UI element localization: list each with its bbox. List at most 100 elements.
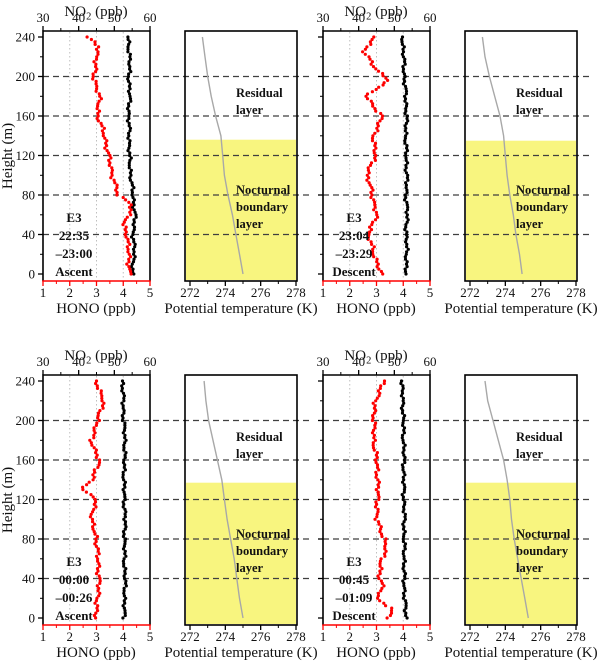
theta-axis-title: Potential temperature (K) [164,645,317,661]
theta-tick-label: 278 [566,629,586,644]
hono-tick-labels: 1 2 3 4 5 [320,281,434,300]
hono-axis-title: HONO (ppb) [336,301,416,317]
theta-tick-label: 274 [216,285,236,300]
temp-plot-frame [464,30,578,282]
nbl-layer-text: boundary [516,200,569,214]
flight-annotation-line: Ascent [55,608,93,623]
no2-tick-label: 40 [72,354,85,369]
height-tick-labels: 0 40 80 120 160 200 240 [16,30,43,282]
height-tick-label: 40 [22,571,35,586]
flight-annotation-line: –00:26 [55,590,93,605]
no2-axis-title: NO2 (ppb) [64,4,127,23]
no2-tick-label: 60 [144,10,157,25]
flight-annotation: E3 22:35 –23:00 Ascent [55,210,94,279]
theta-tick-label: 272 [180,285,200,300]
hono-axis-title: HONO (ppb) [336,645,416,661]
no2-tick-label: 50 [388,354,401,369]
residual-layer-text: layer [516,447,544,461]
residual-layer-text: Residual [516,86,563,100]
hono-axis-title: HONO (ppb) [56,301,136,317]
residual-layer-text: layer [236,447,264,461]
theta-axis-title: Potential temperature (K) [444,645,597,661]
hono-tick-label: 4 [120,629,127,644]
theta-profile [484,380,529,619]
theta-tick-labels: 272 274 276 278 [180,625,306,644]
nbl-shading [466,482,576,624]
hono-tick-label: 2 [347,629,354,644]
theta-tick-label: 272 [180,629,200,644]
no2-tick-label: 50 [388,10,401,25]
flight-annotation: E3 00:45 –01:09 Descent [332,554,376,623]
hono-tick-labels: 1 2 3 4 5 [40,281,154,300]
nbl-layer-text: layer [236,561,264,575]
hono-tick-label: 5 [427,629,434,644]
flight-annotation-line: –23:29 [335,246,373,261]
hono-tick-label: 4 [120,285,127,300]
hono-profile [361,35,390,276]
flight-annotation-line: 23:04 [339,228,370,243]
theta-axis-title: Potential temperature (K) [444,301,597,317]
hono-profile [85,35,133,276]
theta-tick-labels: 272 274 276 278 [460,625,586,644]
hono-profile [370,379,394,620]
no2-tick-label: 60 [424,354,437,369]
flight-annotation: E3 00:00 –00:26 Ascent [55,554,94,623]
flight-annotation-line: E3 [66,210,82,225]
theta-tick-label: 276 [251,285,271,300]
nbl-layer-text: Nocturnal [516,527,571,541]
theta-tick-label: 274 [216,629,236,644]
flight-annotation: E3 23:04 –23:29 Descent [332,210,376,279]
flight-annotation-line: –23:00 [55,246,93,261]
height-tick-label: 80 [22,188,35,203]
residual-layer-label: Residual layer [236,430,283,461]
height-tick-labels [318,380,323,619]
theta-tick-label: 274 [496,629,516,644]
hono-tick-label: 5 [427,285,434,300]
hono-tick-label: 5 [147,629,154,644]
no2-tick-labels: 30 40 50 60 [317,354,437,375]
hono-tick-label: 3 [373,629,380,644]
hono-tick-labels: 1 2 3 4 5 [40,625,154,644]
hono-tick-label: 4 [400,285,407,300]
no2-tick-label: 30 [317,10,330,25]
theta-tick-label: 278 [286,285,306,300]
height-tick-label: 240 [16,30,36,45]
panel-top-right: 30 40 50 601 2 3 4 5 272 274 276 278ResiduallayerNo… [317,4,598,317]
no2-axis-title: NO2 (ppb) [344,4,407,23]
no2-tick-label: 60 [144,354,157,369]
height-tick-label: 200 [16,69,36,84]
flight-annotation-line: 00:45 [339,572,370,587]
no2-axis-title: NO2 (ppb) [344,348,407,367]
no2-tick-labels: 30 40 50 60 [317,10,437,31]
theta-tick-labels: 272 274 276 278 [460,281,586,300]
no2-axis-title: NO2 (ppb) [64,348,127,367]
theta-profile [203,380,244,619]
temp-plot-frame [464,374,578,626]
hono-tick-label: 1 [320,285,327,300]
flight-annotation-line: Descent [332,608,376,623]
hono-tick-label: 3 [93,629,100,644]
height-tick-label: 160 [16,109,36,124]
hono-tick-label: 1 [40,629,47,644]
height-tick-label: 120 [16,148,36,163]
theta-tick-label: 276 [531,629,551,644]
temp-plot-frame [184,374,298,626]
no2-tick-label: 30 [37,354,50,369]
hono-tick-label: 5 [147,285,154,300]
residual-layer-text: Residual [236,430,283,444]
flight-annotation-line: –01:09 [335,590,373,605]
residual-layer-label: Residual layer [236,86,283,117]
no2-tick-label: 40 [72,10,85,25]
height-axis-title: Height (m) [0,467,16,533]
height-tick-labels: 0 40 80 120 160 200 240 [16,374,43,626]
hono-tick-label: 2 [67,285,74,300]
nbl-layer-label: Nocturnal boundary layer [236,527,291,575]
hono-profile [81,379,106,620]
nbl-layer-text: boundary [516,544,569,558]
nbl-layer-text: layer [516,561,544,575]
nbl-layer-label: Nocturnal boundary layer [516,527,571,575]
residual-layer-text: Residual [236,86,283,100]
